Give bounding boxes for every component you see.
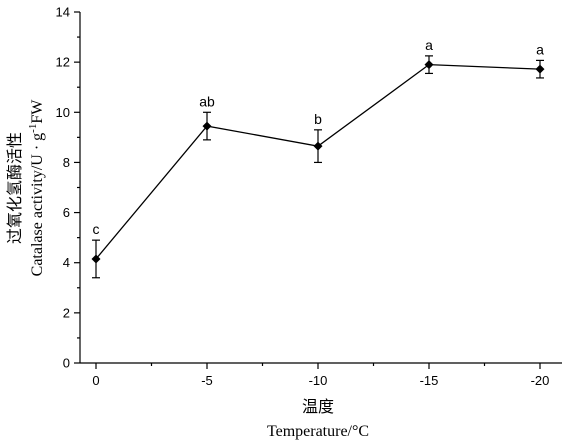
y-tick-label: 12 <box>56 55 70 70</box>
x-tick-label: -20 <box>531 373 550 388</box>
y-axis-title-tail: FW <box>29 99 46 124</box>
y-axis-title-cn: 过氧化氢酶活性 <box>6 132 24 244</box>
x-tick-label: 0 <box>92 373 99 388</box>
data-point-marker <box>535 64 545 74</box>
significance-label: ab <box>199 93 215 109</box>
data-point-marker <box>424 60 434 70</box>
x-tick-label: -15 <box>420 373 439 388</box>
data-series <box>91 55 545 279</box>
significance-label: a <box>536 41 544 57</box>
significance-label: c <box>93 221 100 237</box>
x-tick-label: -5 <box>201 373 213 388</box>
y-axis-title-group: 过氧化氢酶活性 Catalase activity/U · g-1FW <box>6 99 46 277</box>
y-tick-label: 0 <box>63 356 70 371</box>
significance-label: a <box>425 37 433 53</box>
x-axis-title: Temperature/°C <box>267 423 369 440</box>
x-axis-title-cn: 温度 <box>302 398 334 416</box>
x-axis-ticks: 0 -5 -10 -15 -20 <box>92 363 549 388</box>
data-point-marker <box>91 254 101 264</box>
y-axis-title-main: Catalase activity/U · g <box>29 133 46 277</box>
y-axis-title: Catalase activity/U · g-1FW <box>27 99 46 277</box>
y-tick-label: 8 <box>63 155 70 170</box>
significance-label: b <box>314 111 322 127</box>
y-tick-label: 14 <box>56 5 70 20</box>
y-tick-label: 2 <box>63 305 70 320</box>
y-tick-label: 6 <box>63 205 70 220</box>
axes <box>79 12 562 364</box>
y-axis-title-sup: -1 <box>27 124 39 133</box>
y-tick-label: 10 <box>56 105 70 120</box>
y-tick-label: 4 <box>63 255 70 270</box>
x-tick-label: -10 <box>309 373 328 388</box>
significance-labels: c ab b a a <box>93 37 545 237</box>
data-point-marker <box>202 121 212 131</box>
y-axis-ticks: 0 2 4 6 8 10 12 14 <box>56 5 80 371</box>
data-point-marker <box>313 141 323 151</box>
